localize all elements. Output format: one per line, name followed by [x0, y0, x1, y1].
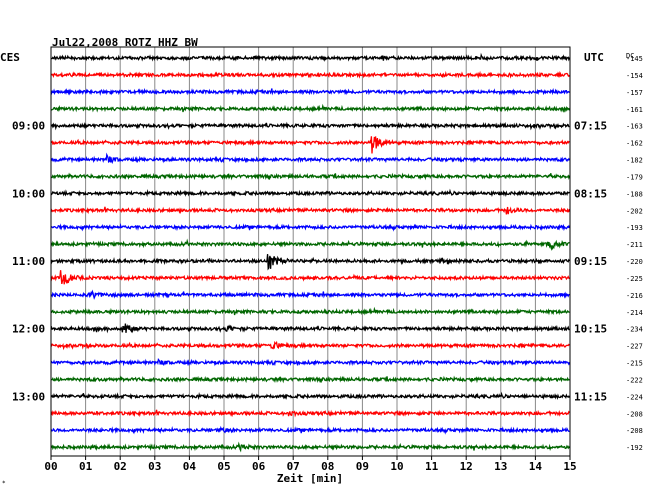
- dc-offset-label: -154: [626, 72, 643, 80]
- right-time-label: 10:15: [574, 323, 607, 336]
- dc-offset-label: -211: [626, 241, 643, 249]
- trace-line: [50, 172, 571, 181]
- right-axis-label: UTC: [584, 51, 604, 64]
- trace-line: [50, 441, 570, 453]
- x-ticks: 00 01 02 03 04 05 06 07 08 09 10 11 12 13 14 15: [44, 456, 577, 473]
- right-time-label: 09:15: [574, 255, 607, 268]
- trace-line: [50, 375, 570, 384]
- trace-line: [50, 425, 570, 435]
- left-time-label: 10:00: [12, 187, 45, 200]
- trace-line: [50, 270, 570, 285]
- dc-offset-label: -220: [626, 258, 643, 266]
- dc-offset-label: -208: [626, 427, 643, 435]
- trace-line: [50, 254, 570, 271]
- x-tick-label: 03: [148, 460, 161, 473]
- trace-line: [50, 238, 570, 252]
- trace-line: [50, 340, 570, 351]
- trace-line: [50, 306, 570, 316]
- grid: [85, 47, 536, 456]
- dc-offset-label: -227: [626, 343, 643, 351]
- dc-offset-label: -163: [626, 123, 643, 131]
- x-tick-label: 09: [356, 460, 369, 473]
- trace-line: [50, 391, 570, 400]
- x-tick-label: 10: [390, 460, 403, 473]
- x-tick-label: 00: [44, 460, 57, 473]
- x-tick-label: 01: [79, 460, 93, 473]
- x-tick-label: 04: [183, 460, 197, 473]
- left-time-label: 09:00: [12, 120, 45, 133]
- dc-offset-label: -215: [626, 360, 643, 368]
- x-tick-label: 07: [287, 460, 300, 473]
- dc-offset-label: -182: [626, 157, 643, 165]
- trace-line: [50, 206, 571, 215]
- x-tick-label: 15: [563, 460, 576, 473]
- trace-line: [50, 323, 570, 334]
- trace-line: [50, 152, 570, 165]
- dc-offset-label: -214: [626, 309, 643, 317]
- svg-text:*: *: [2, 480, 6, 487]
- dc-offset-label: -216: [626, 292, 643, 300]
- x-tick-label: 14: [529, 460, 543, 473]
- trace-line: [50, 52, 571, 62]
- x-axis-label: Zeit [min]: [277, 472, 343, 485]
- trace-line: [50, 136, 570, 154]
- traces: [50, 52, 571, 453]
- trace-line: [50, 188, 570, 197]
- trace-line: [50, 70, 570, 79]
- dc-offset-label: -225: [626, 275, 643, 283]
- dc-offset-label: -202: [626, 207, 643, 215]
- x-tick-label: 05: [217, 460, 230, 473]
- trace-line: [50, 121, 570, 131]
- dc-offset-label: -157: [626, 89, 643, 97]
- left-time-label: 11:00: [12, 255, 45, 268]
- dc-offset-label: -145: [626, 55, 643, 63]
- trace-line: [50, 409, 570, 418]
- dc-offset-label: -161: [626, 106, 643, 114]
- trace-line: [50, 223, 571, 232]
- dc-offset-label: -193: [626, 224, 643, 232]
- right-time-label: 08:15: [574, 187, 607, 200]
- left-axis-label: CES: [0, 51, 20, 64]
- x-tick-label: 02: [114, 460, 127, 473]
- left-time-label: 13:00: [12, 390, 45, 403]
- chart-title: Jul22,2008 ROTZ HHZ BW: [52, 36, 198, 49]
- dc-offset-label: -234: [626, 326, 643, 334]
- dc-label: DC: [626, 52, 634, 60]
- right-time-label: 11:15: [574, 390, 607, 403]
- x-tick-label: 13: [494, 460, 507, 473]
- dc-offset-label: -208: [626, 410, 643, 418]
- dc-offset-label: -222: [626, 376, 643, 384]
- trace-line: [50, 103, 571, 113]
- x-tick-label: 06: [252, 460, 266, 473]
- trace-line: [50, 289, 570, 300]
- trace-line: [50, 87, 570, 96]
- dc-offset-label: -188: [626, 190, 643, 198]
- dc-offset-label: -162: [626, 140, 643, 148]
- right-time-labels: 07:15 08:15 09:15 10:15 11:15: [574, 120, 607, 404]
- trace-line: [50, 358, 571, 367]
- x-tick-label: 08: [321, 460, 334, 473]
- x-tick-label: 11: [425, 460, 439, 473]
- dc-offset-labels: -145 -154 -157 -161 -163 -162 -182 -179 -188 -202…: [626, 55, 643, 452]
- dc-offset-label: -179: [626, 173, 643, 181]
- right-time-label: 07:15: [574, 120, 607, 133]
- x-tick-label: 12: [460, 460, 473, 473]
- plot-frame: [50, 46, 571, 457]
- dc-offset-label: -192: [626, 444, 643, 452]
- left-time-label: 12:00: [12, 323, 45, 336]
- left-time-labels: 09:00 10:00 11:00 12:00 13:00: [12, 120, 45, 404]
- dc-offset-label: -224: [626, 393, 643, 401]
